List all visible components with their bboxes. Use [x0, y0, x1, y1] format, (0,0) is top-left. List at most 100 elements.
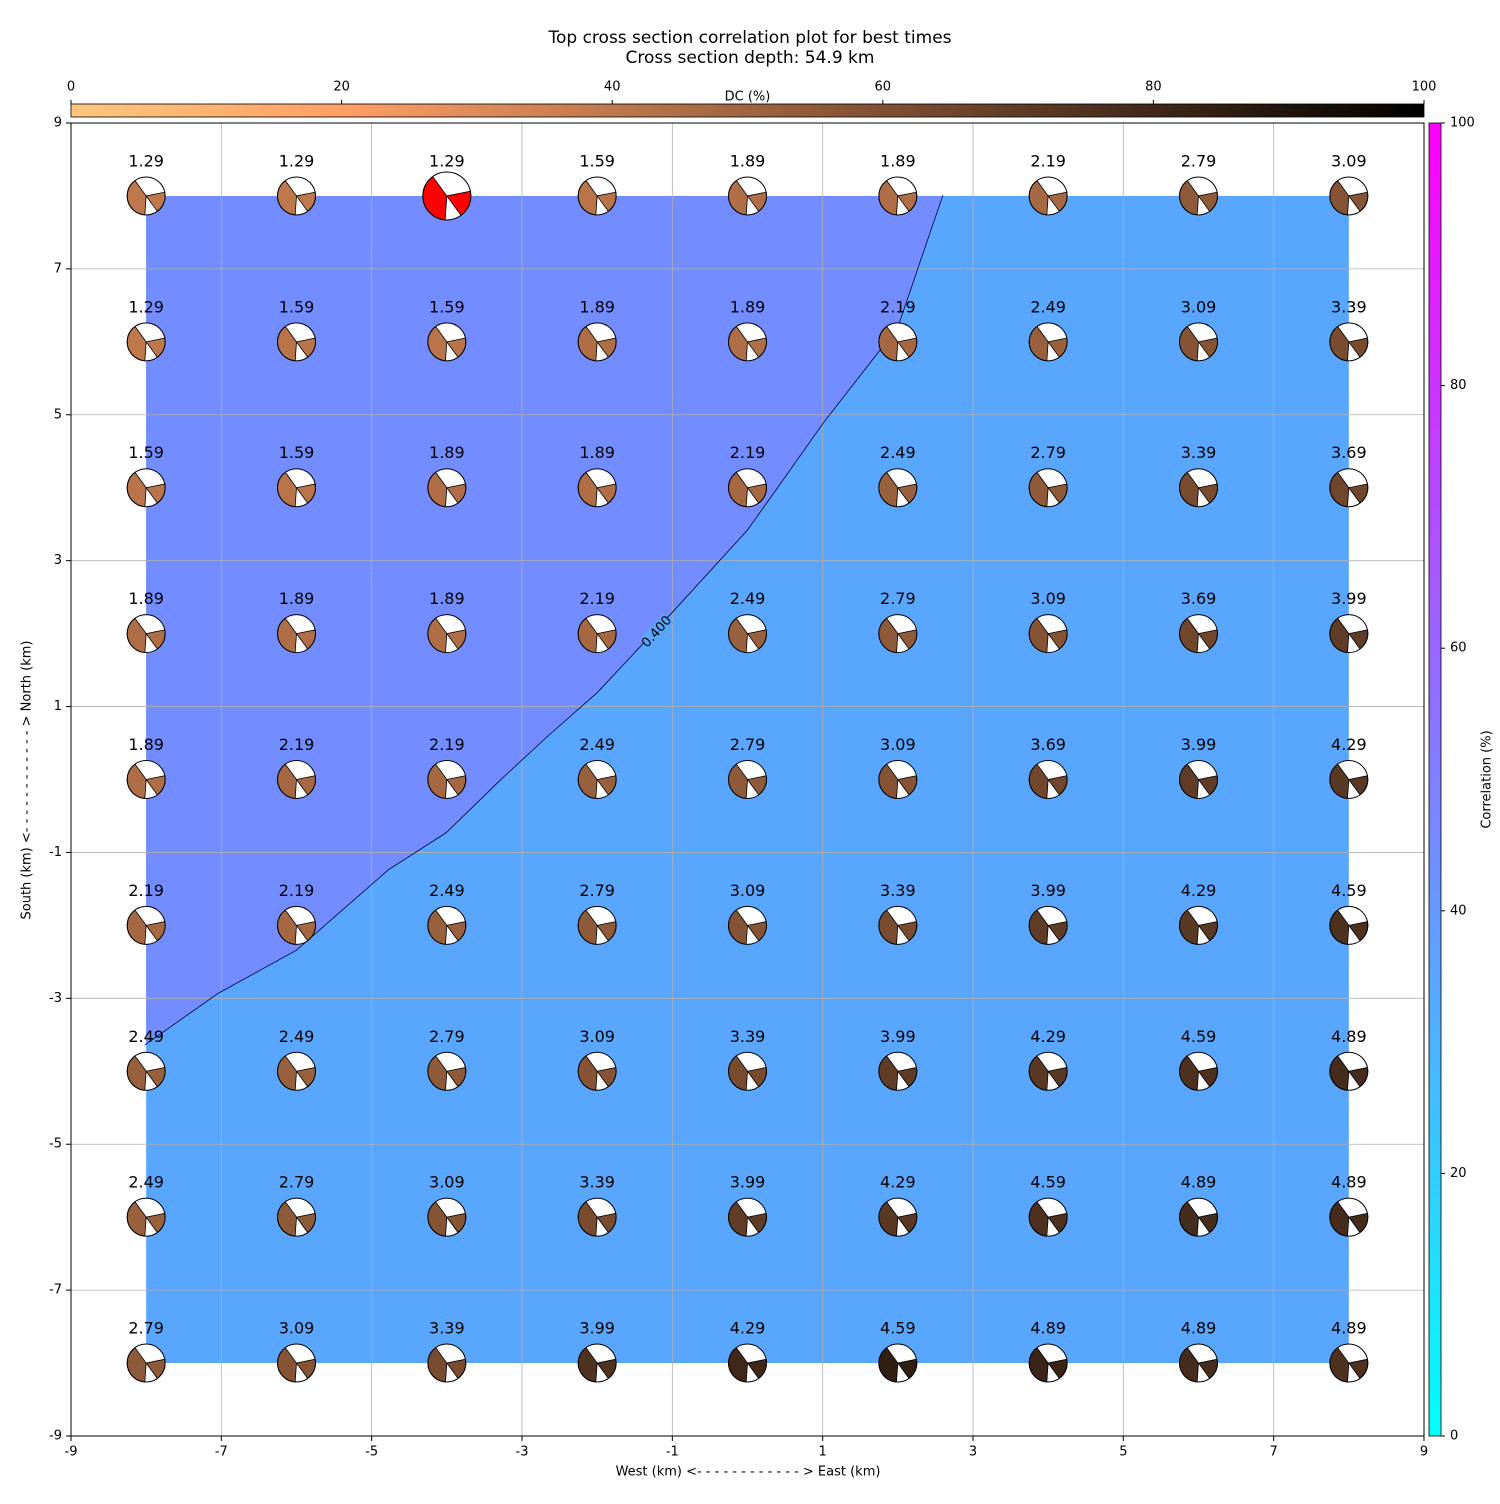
time-label: 4.89: [1181, 1319, 1217, 1338]
beachball-outline: [577, 1197, 617, 1237]
time-label: 2.19: [279, 735, 315, 754]
beachball: [1329, 905, 1369, 945]
x-tick-label: -1: [666, 1445, 679, 1460]
beachball-outline: [577, 614, 617, 654]
time-label: 1.59: [128, 443, 164, 462]
beachball-outline: [878, 760, 918, 799]
time-label: 2.79: [128, 1319, 164, 1338]
time-label: 2.19: [730, 443, 766, 462]
beachball: [1028, 614, 1068, 654]
x-tick-label: -9: [65, 1445, 78, 1460]
beachball-outline: [1329, 614, 1369, 654]
x-tick-label: 3: [969, 1445, 977, 1460]
corr-colorbar-label: Correlation (%): [1480, 730, 1495, 828]
time-label: 4.89: [1331, 1319, 1367, 1338]
beachball: [1028, 905, 1068, 945]
beachball-outline: [277, 322, 316, 362]
beachball-outline: [878, 1343, 918, 1383]
time-label: 3.99: [730, 1173, 766, 1192]
beachball-outline: [126, 322, 166, 362]
time-label: 3.99: [579, 1319, 615, 1338]
time-label: 1.29: [128, 151, 164, 170]
beachball: [577, 905, 617, 945]
beachball-outline: [126, 760, 166, 799]
time-label: 2.49: [1030, 297, 1066, 316]
time-label: 2.79: [730, 735, 766, 754]
time-label: 2.19: [279, 881, 315, 900]
time-label: 4.29: [1181, 881, 1217, 900]
beachball: [1329, 322, 1369, 362]
beachball-outline: [1028, 468, 1068, 508]
beachball-outline: [1028, 614, 1068, 654]
beachball: [422, 171, 472, 221]
time-label: 1.89: [730, 151, 766, 170]
beachball: [1329, 1051, 1369, 1091]
beachball: [277, 1051, 316, 1091]
beachball-outline: [878, 468, 918, 508]
beachball-outline: [878, 614, 918, 654]
beachball-outline: [1028, 1197, 1068, 1237]
time-label: 3.09: [880, 735, 916, 754]
time-label: 4.89: [1331, 1173, 1367, 1192]
dc-colorbar-label: DC (%): [725, 90, 771, 105]
beachball: [126, 614, 166, 654]
time-label: 3.99: [880, 1027, 916, 1046]
y-tick-label: -7: [49, 1283, 62, 1298]
beachball: [577, 1197, 617, 1237]
beachball-outline: [277, 1197, 316, 1237]
time-label: 2.49: [279, 1027, 315, 1046]
time-label: 2.79: [429, 1027, 465, 1046]
dc-tick-label: 40: [604, 80, 621, 95]
beachball-outline: [427, 905, 467, 945]
time-label: 2.49: [128, 1027, 164, 1046]
beachball: [878, 1197, 918, 1237]
beachball: [427, 1051, 467, 1091]
beachball: [126, 1051, 166, 1091]
beachball-outline: [728, 760, 767, 799]
time-label: 1.59: [429, 297, 465, 316]
y-tick-label: -3: [49, 991, 62, 1006]
time-label: 3.09: [579, 1027, 615, 1046]
time-label: 3.39: [1331, 297, 1367, 316]
time-label: 1.89: [880, 151, 916, 170]
beachball-outline: [126, 1343, 166, 1383]
time-label: 1.89: [128, 589, 164, 608]
beachball: [427, 322, 467, 362]
time-label: 3.09: [1181, 297, 1217, 316]
beachball-outline: [277, 760, 316, 799]
beachball: [1179, 905, 1218, 945]
beachball-outline: [1028, 760, 1068, 799]
beachball-outline: [1179, 322, 1218, 362]
beachball-outline: [427, 322, 467, 362]
y-tick-label: 5: [54, 407, 62, 422]
beachball-outline: [1028, 1343, 1068, 1383]
beachball-outline: [126, 905, 166, 945]
beachball-outline: [277, 176, 316, 216]
beachball-outline: [1179, 905, 1218, 945]
y-tick-label: -9: [49, 1429, 62, 1444]
beachball: [728, 1051, 767, 1091]
beachball-outline: [577, 905, 617, 945]
beachball: [126, 1343, 166, 1383]
beachball: [577, 322, 617, 362]
time-label: 1.89: [128, 735, 164, 754]
corr-tick-label: 40: [1450, 903, 1467, 918]
time-label: 4.29: [880, 1173, 916, 1192]
corr-tick-label: 0: [1450, 1429, 1458, 1444]
time-label: 2.49: [880, 443, 916, 462]
beachball: [878, 176, 918, 216]
beachball: [878, 468, 918, 508]
time-label: 1.29: [279, 151, 315, 170]
time-label: 1.59: [579, 151, 615, 170]
beachball-outline: [427, 760, 467, 799]
beachball-outline: [1179, 468, 1218, 508]
beachball: [878, 1343, 918, 1383]
time-label: 2.19: [1030, 151, 1066, 170]
time-label: 2.49: [730, 589, 766, 608]
time-label: 3.09: [730, 881, 766, 900]
beachball-outline: [126, 468, 166, 508]
beachball: [126, 176, 166, 216]
time-label: 2.79: [1181, 151, 1217, 170]
beachball-outline: [577, 176, 617, 216]
time-label: 3.39: [730, 1027, 766, 1046]
